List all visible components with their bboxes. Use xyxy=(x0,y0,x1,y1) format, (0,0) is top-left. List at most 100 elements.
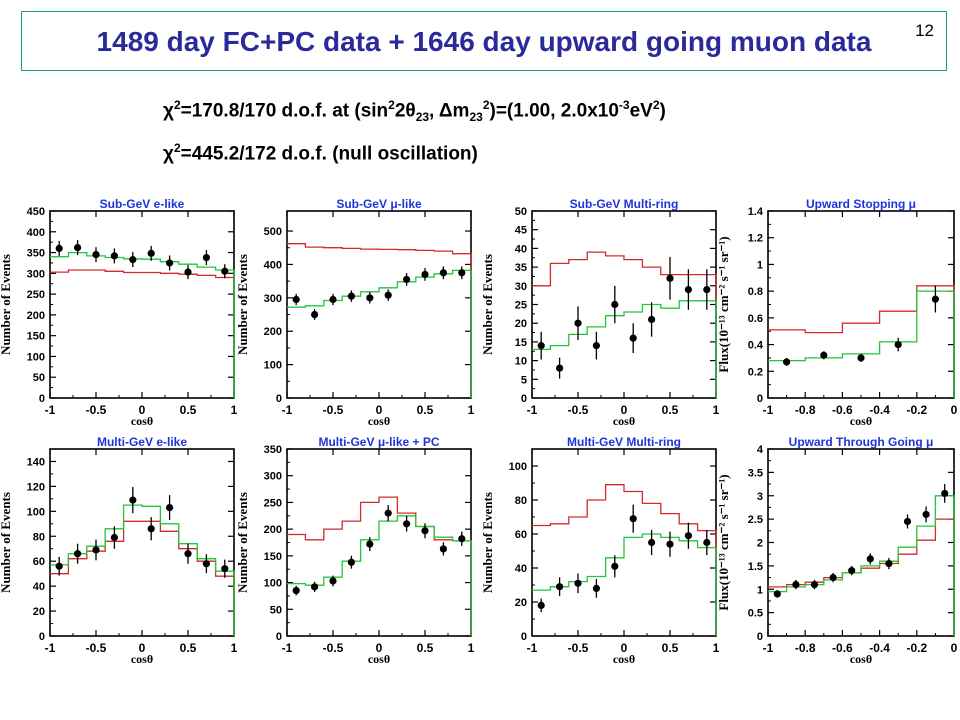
data-point xyxy=(592,342,601,350)
page-number: 12 xyxy=(915,21,934,40)
chi-sup: 2 xyxy=(173,98,181,112)
exp-sup: -3 xyxy=(618,98,630,112)
x-tick-label: 1 xyxy=(231,403,238,417)
data-point xyxy=(166,503,174,512)
x-axis-label: cosθ xyxy=(850,414,872,428)
y-axis-label: Flux(10⁻¹³ cm⁻² s⁻¹ sr⁻¹) xyxy=(716,236,731,372)
y-tick-label: 3 xyxy=(757,491,763,503)
y-tick-label: 20 xyxy=(33,606,45,618)
y-tick-label: 35 xyxy=(515,262,527,274)
x-tick-label: -1 xyxy=(282,641,293,655)
x-tick-label: 0.5 xyxy=(417,403,434,417)
data-point xyxy=(592,584,601,593)
x-tick-label: -0.6 xyxy=(832,403,853,417)
x-tick-label: -0.2 xyxy=(906,403,927,417)
series-best-fit-line xyxy=(532,533,717,636)
data-point xyxy=(611,300,619,309)
y-tick-label: 100 xyxy=(509,461,527,473)
plot-frame xyxy=(49,210,235,399)
x-tick-label: -0.5 xyxy=(86,641,107,655)
y-tick-label: 350 xyxy=(27,248,45,260)
y-tick-label: 350 xyxy=(264,444,282,456)
x-tick-label: 0.5 xyxy=(662,403,679,417)
data-point xyxy=(184,550,192,558)
series-best-fit-line xyxy=(50,251,235,398)
y-tick-label: 0.5 xyxy=(748,608,763,620)
x-tick-label: 1 xyxy=(231,641,238,655)
y-tick-label: 400 xyxy=(264,259,282,271)
y-tick-label: 40 xyxy=(515,243,527,255)
y-tick-label: 0 xyxy=(39,631,45,643)
y-tick-label: 0 xyxy=(757,631,763,643)
chi-symbol: χ xyxy=(163,143,174,165)
x-tick-label: -1 xyxy=(763,641,774,655)
data-point xyxy=(184,268,192,276)
y-tick-label: 120 xyxy=(27,481,45,493)
x-tick-label: 0.5 xyxy=(180,641,197,655)
x-tick-label: -0.8 xyxy=(795,403,816,417)
panel-title: Upward Stopping μ xyxy=(806,197,916,211)
data-point xyxy=(648,315,656,324)
series-best-fit-line xyxy=(50,504,235,636)
y-tick-label: 5 xyxy=(521,374,527,386)
x-tick-label: -1 xyxy=(282,403,293,417)
x-tick-label: -0.4 xyxy=(869,641,890,655)
data-point xyxy=(147,249,155,257)
panel-title: Upward Through Going μ xyxy=(789,435,934,449)
data-point xyxy=(292,586,300,595)
data-point xyxy=(810,580,819,589)
x-tick-label: -0.5 xyxy=(568,403,589,417)
y-tick-label: 15 xyxy=(515,337,527,349)
data-point xyxy=(629,515,637,523)
series-best-fit-line xyxy=(287,269,472,398)
theta-sub: 23 xyxy=(415,110,430,125)
y-tick-label: 200 xyxy=(27,310,45,322)
series-best-fit-line xyxy=(532,300,717,398)
y-tick-label: 100 xyxy=(27,506,45,518)
data-point xyxy=(129,496,137,504)
y-tick-label: 300 xyxy=(264,471,282,483)
x-axis-label: cosθ xyxy=(613,652,635,666)
plot-frame xyxy=(767,448,955,637)
plot-frame xyxy=(49,448,235,637)
data-point xyxy=(848,566,856,575)
series-no-oscillation-line xyxy=(287,496,472,636)
data-point xyxy=(922,510,930,519)
y-tick-label: 100 xyxy=(264,360,282,372)
data-point xyxy=(684,285,693,294)
y-axis-label: Number of Events xyxy=(235,492,250,593)
data-point xyxy=(458,535,466,543)
data-point xyxy=(421,270,429,279)
series-best-fit-line xyxy=(768,495,955,636)
panel-title: Multi-GeV μ-like + PC xyxy=(318,435,439,449)
x-tick-label: -0.5 xyxy=(323,403,344,417)
data-point xyxy=(885,559,893,568)
data-point xyxy=(666,540,674,548)
y-tick-label: 3.5 xyxy=(748,467,763,479)
data-point xyxy=(384,509,392,517)
y-tick-label: 250 xyxy=(27,289,45,301)
data-point xyxy=(421,527,429,535)
data-point xyxy=(110,252,118,260)
x-tick-label: 0 xyxy=(951,641,958,655)
data-point xyxy=(202,253,210,262)
chi2-null-line: χ2=445.2/172 d.o.f. (null oscillation) xyxy=(163,141,478,165)
data-point xyxy=(556,583,564,591)
plot-frame xyxy=(767,210,955,399)
close-paren: ) xyxy=(659,100,666,122)
slide-title: 1489 day FC+PC data + 1646 day upward go… xyxy=(96,26,872,57)
y-axis-label: Flux(10⁻¹³ cm⁻² s⁻¹ sr⁻¹) xyxy=(716,474,731,610)
panel-3: 0 5 10 15 20 25 30 35 40 45 50 -1 -0.5 0 0.5 1 Sub-GeV M… xyxy=(480,197,720,428)
data-point xyxy=(329,295,337,304)
x-tick-label: 0 xyxy=(139,641,146,655)
y-tick-label: 60 xyxy=(515,529,527,541)
series-no-oscillation-line xyxy=(50,520,235,636)
data-point xyxy=(347,558,355,566)
x-tick-label: -0.5 xyxy=(568,641,589,655)
y-axis-label: Number of Events xyxy=(0,254,13,355)
series-no-oscillation-line xyxy=(768,285,955,398)
data-point xyxy=(574,319,582,327)
y-tick-label: 25 xyxy=(515,300,527,312)
data-point xyxy=(147,525,155,533)
y-tick-label: 2.5 xyxy=(748,514,763,526)
